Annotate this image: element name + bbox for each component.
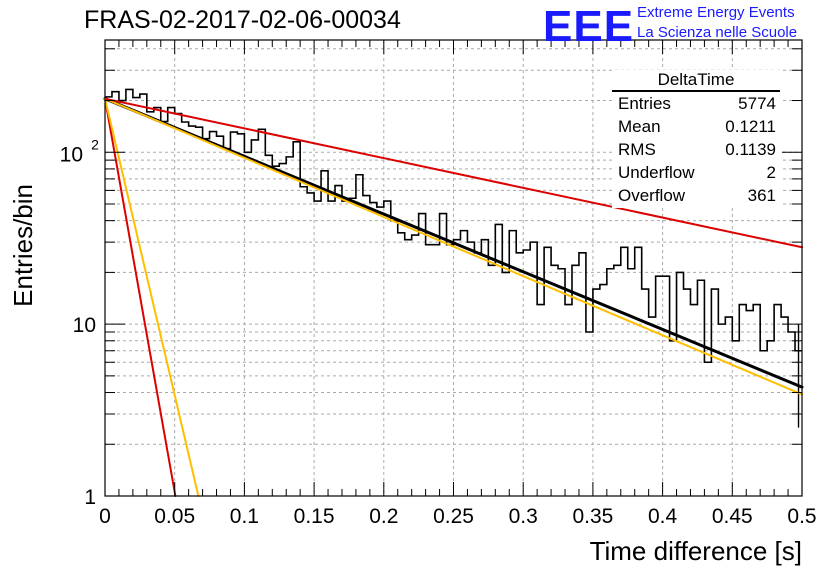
- fit-curve-4: [104, 97, 177, 497]
- stats-row-underflow: Underflow 2: [618, 161, 776, 184]
- chart-title: FRAS-02-2017-02-06-00034: [84, 6, 401, 34]
- fit-curve-5: [104, 97, 200, 497]
- x-tick-label: 0.25: [433, 505, 474, 528]
- y-tick-label: 1: [84, 486, 96, 509]
- x-axis-label: Time difference [s]: [590, 536, 802, 566]
- x-tick-label: 0.1: [230, 505, 259, 528]
- stats-value: 5774: [738, 94, 776, 113]
- stats-row-mean: Mean 0.1211: [618, 115, 776, 138]
- stats-value: 361: [747, 186, 776, 205]
- stats-key: Mean: [618, 117, 661, 136]
- logo-line-2: La Scienza nelle Scuole: [637, 24, 798, 41]
- y-tick-label: 10: [73, 314, 96, 337]
- x-tick-label: 0.05: [154, 505, 195, 528]
- stats-row-entries: Entries 5774: [618, 92, 776, 115]
- stats-box-divider: [612, 90, 780, 92]
- x-tick-label: 0.3: [509, 505, 538, 528]
- x-tick-label: 0.45: [712, 505, 753, 528]
- y-tick-label: 10: [60, 143, 83, 166]
- fit-curves: [103, 97, 804, 497]
- y-tick-label-exponent: 2: [91, 136, 99, 152]
- stats-row-overflow: Overflow 361: [618, 184, 776, 207]
- axis-ticks: 0 0.05 0.1 0.15 0.2 0.25 0.3 0.35 0.4 0.45 0.5 1 10 1…: [60, 40, 817, 528]
- y-axis-label: Entries/bin: [8, 184, 38, 307]
- stats-value: 0.1139: [725, 140, 776, 159]
- stats-row-rms: RMS 0.1139: [618, 138, 776, 161]
- stats-value: 0.1211: [725, 117, 776, 136]
- stats-key: RMS: [618, 140, 656, 159]
- eee-logo: EEE: [543, 2, 635, 51]
- logo-line-1: Extreme Energy Events: [637, 4, 795, 21]
- stats-value: 2: [766, 163, 776, 182]
- x-tick-label: 0.4: [648, 505, 678, 528]
- fit-curve-2: [104, 97, 803, 396]
- x-tick-label: 0.2: [369, 505, 398, 528]
- stats-box: DeltaTime Entries 5774 Mean 0.1211 RMS 0…: [612, 70, 780, 208]
- x-tick-label: 0.35: [572, 505, 613, 528]
- fit-curve-3: [104, 97, 803, 249]
- fit-curve-1: [103, 97, 804, 389]
- x-tick-label: 0.15: [294, 505, 335, 528]
- grid: [105, 40, 802, 496]
- stats-key: Overflow: [618, 186, 686, 205]
- stats-key: Entries: [618, 94, 671, 113]
- x-tick-label: 0.5: [787, 505, 816, 528]
- stats-key: Underflow: [618, 163, 695, 182]
- x-tick-label: 0: [99, 505, 111, 528]
- stats-box-title: DeltaTime: [657, 70, 735, 89]
